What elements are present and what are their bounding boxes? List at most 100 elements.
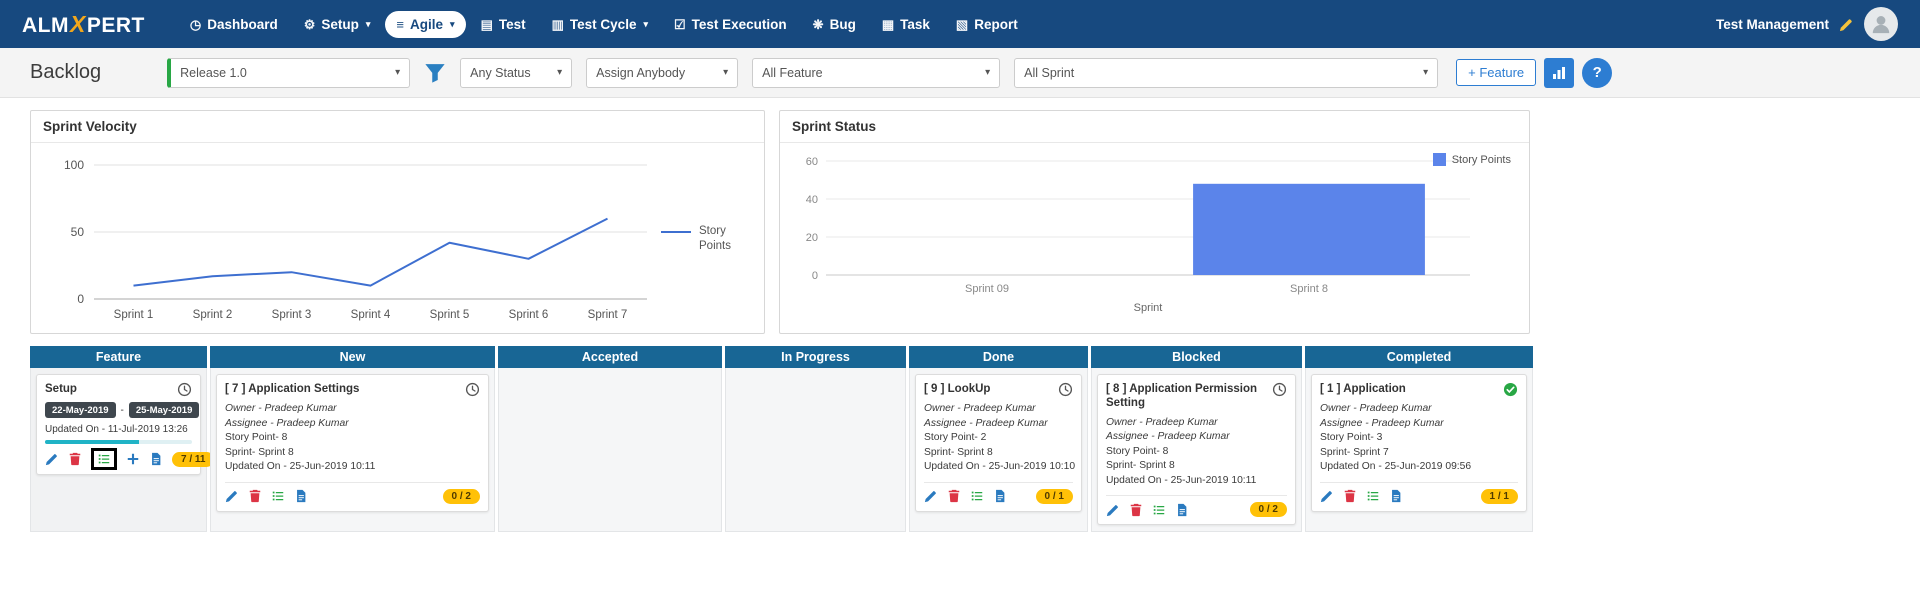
task-list-icon[interactable] <box>1366 489 1380 503</box>
svg-text:0: 0 <box>812 270 818 282</box>
help-button[interactable]: ? <box>1582 58 1612 88</box>
legend-label: Story Points <box>1452 154 1511 166</box>
report-file-icon[interactable] <box>294 489 308 503</box>
nav-label: Report <box>974 17 1018 32</box>
card-title: [ 8 ] Application Permission Setting <box>1106 382 1266 411</box>
nav-label: Agile <box>410 17 443 32</box>
chevron-down-icon: ▾ <box>450 19 455 30</box>
end-date-badge: 25-May-2019 <box>129 402 200 418</box>
svg-text:Sprint 5: Sprint 5 <box>430 309 470 321</box>
task-list-icon[interactable] <box>1152 503 1166 517</box>
clock-icon <box>1272 382 1287 397</box>
nav-report[interactable]: ▧ Report <box>945 11 1029 38</box>
agile-icon: ≡ <box>396 18 404 31</box>
release-select[interactable]: Release 1.0 ▾ <box>167 58 410 88</box>
filter-bar: Backlog Release 1.0 ▾ Any Status ▾ Assig… <box>0 48 1920 98</box>
add-feature-button[interactable]: + Feature <box>1456 59 1536 86</box>
svg-text:100: 100 <box>64 158 84 172</box>
column-header-done: Done <box>909 346 1088 368</box>
assignee-select[interactable]: Assign Anybody ▾ <box>586 58 738 88</box>
report-file-icon[interactable] <box>1175 503 1189 517</box>
chevron-down-icon: ▾ <box>395 67 400 78</box>
edit-icon[interactable] <box>1320 489 1334 503</box>
status-select[interactable]: Any Status ▾ <box>460 58 572 88</box>
user-context-label: Test Management <box>1716 17 1829 32</box>
column-body-done: [ 9 ] LookUp Owner - Pradeep Kumar Assig… <box>909 368 1088 532</box>
task-icon: ▦ <box>882 18 894 31</box>
svg-text:20: 20 <box>806 232 818 244</box>
bar-chart-icon <box>1551 65 1567 81</box>
updated-line: Updated On - 25-Jun-2019 10:11 <box>225 460 480 475</box>
owner-line: Owner - Pradeep Kumar <box>1106 416 1287 431</box>
svg-text:Sprint 7: Sprint 7 <box>588 309 628 321</box>
clock-icon <box>177 382 192 397</box>
column-body-accepted <box>498 368 722 532</box>
add-story-icon[interactable] <box>126 452 140 466</box>
story-card-new[interactable]: [ 7 ] Application Settings Owner - Prade… <box>216 374 489 512</box>
svg-text:0: 0 <box>77 292 84 306</box>
story-point-line: Story Point- 2 <box>924 431 1073 446</box>
nav-test-execution[interactable]: ☑ Test Execution <box>663 11 798 38</box>
chevron-down-icon: ▾ <box>557 67 562 78</box>
report-file-icon[interactable] <box>149 452 163 466</box>
nav-task[interactable]: ▦ Task <box>871 11 941 38</box>
delete-icon[interactable] <box>1343 489 1357 503</box>
task-list-icon[interactable] <box>271 489 285 503</box>
edit-icon[interactable] <box>1106 503 1120 517</box>
nav-agile[interactable]: ≡ Agile ▾ <box>385 11 465 38</box>
card-title: [ 1 ] Application <box>1320 382 1406 396</box>
delete-icon[interactable] <box>947 489 961 503</box>
nav-dashboard[interactable]: ◷ Dashboard <box>179 11 289 38</box>
owner-line: Owner - Pradeep Kumar <box>924 402 1073 417</box>
edit-icon[interactable] <box>225 489 239 503</box>
nav-test-cycle[interactable]: ▥ Test Cycle ▾ <box>541 11 659 38</box>
dashboard-icon: ◷ <box>190 18 201 31</box>
report-file-icon[interactable] <box>1389 489 1403 503</box>
story-card-blocked[interactable]: [ 8 ] Application Permission Setting Own… <box>1097 374 1296 525</box>
nav-label: Test Execution <box>692 17 787 32</box>
edit-icon[interactable] <box>45 452 59 466</box>
column-header-feature: Feature <box>30 346 207 368</box>
avatar[interactable] <box>1864 7 1898 41</box>
annotation-highlight <box>91 448 117 470</box>
card-actions: 0 / 2 <box>1106 495 1287 517</box>
release-select-value: Release 1.0 <box>180 66 247 80</box>
edit-icon[interactable] <box>924 489 938 503</box>
nav-setup[interactable]: ⚙ Setup ▾ <box>293 11 382 38</box>
edit-pencil-icon[interactable] <box>1839 17 1854 32</box>
story-list-icon[interactable] <box>97 452 111 466</box>
count-badge: 1 / 1 <box>1481 489 1518 504</box>
story-card-completed[interactable]: [ 1 ] Application Owner - Pradeep Kumar … <box>1311 374 1527 512</box>
clock-icon <box>465 382 480 397</box>
app-logo[interactable]: ALMXPERT <box>22 11 145 38</box>
story-card-done[interactable]: [ 9 ] LookUp Owner - Pradeep Kumar Assig… <box>915 374 1082 512</box>
logo-text-pert: PERT <box>87 14 145 37</box>
clock-icon <box>1058 382 1073 397</box>
feature-select[interactable]: All Feature ▾ <box>752 58 1000 88</box>
updated-on: Updated On - 11-Jul-2019 13:26 <box>45 424 192 435</box>
charts-row: Sprint Velocity 050100Sprint 1Sprint 2Sp… <box>30 110 1890 334</box>
test-cycle-icon: ▥ <box>552 18 564 31</box>
nav-label: Test Cycle <box>570 17 637 32</box>
nav-bug[interactable]: ❋ Bug <box>802 11 867 38</box>
setup-icon: ⚙ <box>304 18 316 31</box>
date-separator: - <box>121 405 124 416</box>
sprint-line: Sprint- Sprint 8 <box>924 446 1073 461</box>
test-icon: ▤ <box>481 18 493 31</box>
assignee-select-value: Assign Anybody <box>596 66 685 80</box>
card-actions: 0 / 2 <box>225 482 480 504</box>
report-file-icon[interactable] <box>993 489 1007 503</box>
filter-actions: + Feature ? <box>1456 58 1612 88</box>
feature-card[interactable]: Setup 22-May-2019 - 25-May-2019 Updated … <box>36 374 201 475</box>
task-list-icon[interactable] <box>970 489 984 503</box>
delete-icon[interactable] <box>68 452 82 466</box>
primary-nav: ◷ Dashboard ⚙ Setup ▾ ≡ Agile ▾ ▤ Test ▥… <box>179 11 1716 38</box>
sprint-velocity-chart: 050100Sprint 1Sprint 2Sprint 3Sprint 4Sp… <box>39 149 659 329</box>
chart-view-button[interactable] <box>1544 58 1574 88</box>
delete-icon[interactable] <box>248 489 262 503</box>
delete-icon[interactable] <box>1129 503 1143 517</box>
nav-test[interactable]: ▤ Test <box>470 11 537 38</box>
column-accepted: Accepted <box>498 346 722 532</box>
column-in-progress: In Progress <box>725 346 906 532</box>
sprint-select[interactable]: All Sprint ▾ <box>1014 58 1438 88</box>
